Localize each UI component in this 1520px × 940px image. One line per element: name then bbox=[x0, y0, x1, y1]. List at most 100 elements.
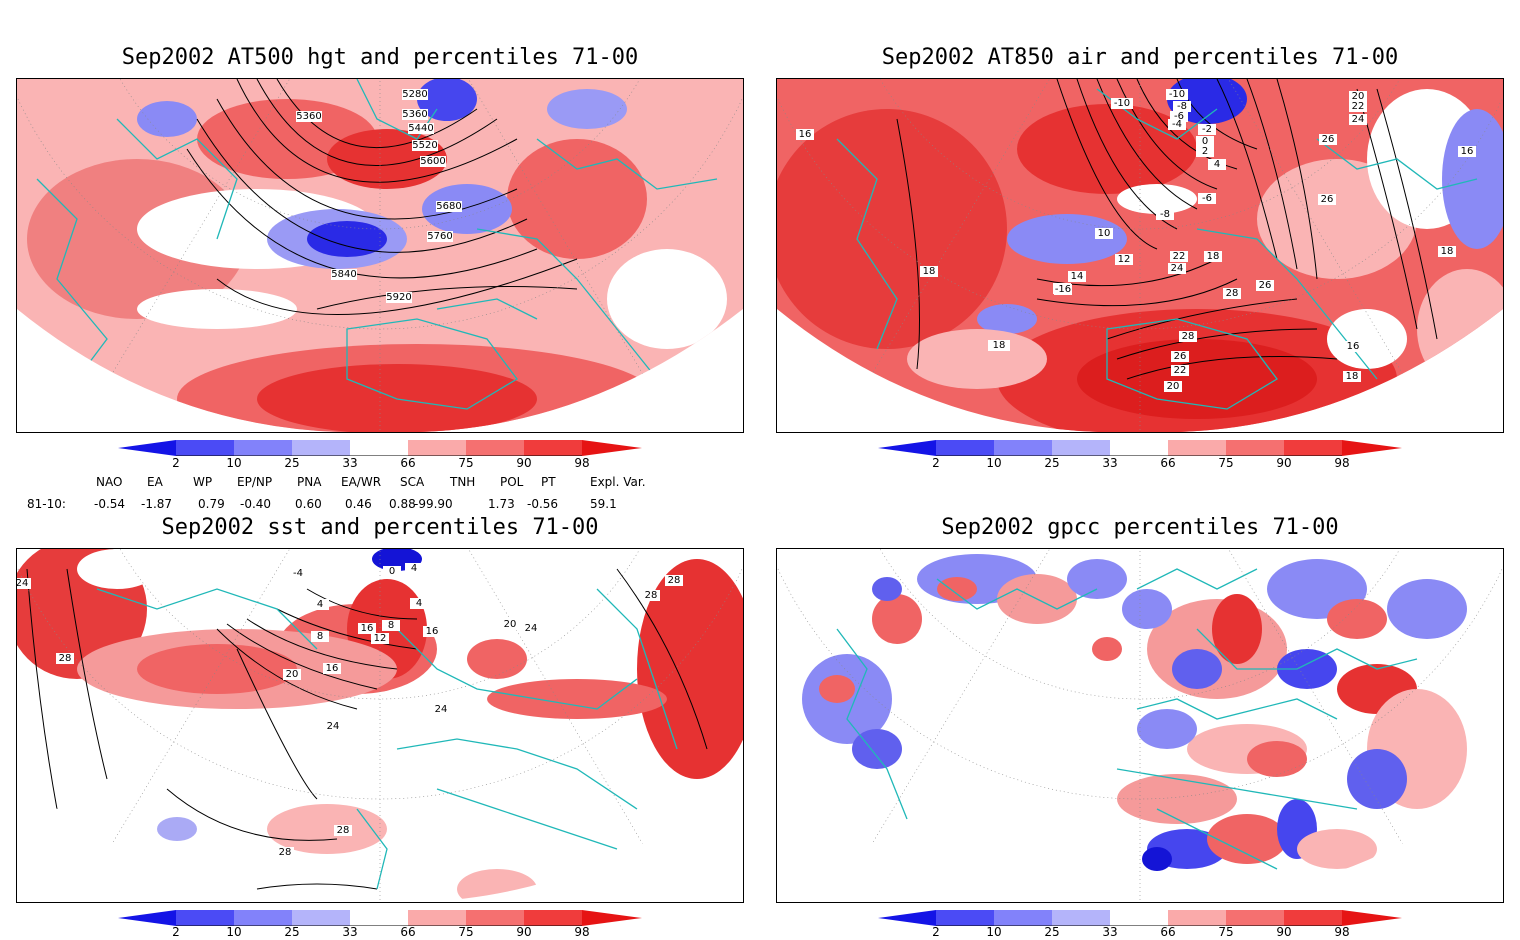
contour-label: -16 bbox=[1055, 284, 1071, 295]
colorbar-segment bbox=[292, 440, 350, 456]
colorbar-label: 10 bbox=[986, 456, 1002, 470]
index-value: 1.73 bbox=[488, 497, 515, 511]
contour-label: 5520 bbox=[412, 140, 437, 151]
colorbar-segment bbox=[582, 440, 642, 456]
contour-label: 10 bbox=[1098, 228, 1111, 239]
colorbar-label: 2 bbox=[172, 925, 180, 939]
contour-label: 5680 bbox=[436, 201, 461, 212]
contour-label: 2 bbox=[1202, 146, 1208, 157]
colorbar-segment bbox=[1226, 440, 1284, 456]
contour-label: 24 bbox=[435, 704, 448, 715]
contour-label: 28 bbox=[337, 825, 350, 836]
colorbar-label: 66 bbox=[400, 925, 416, 939]
colorbar-segment bbox=[1052, 440, 1110, 456]
contour-label: -4 bbox=[1172, 119, 1182, 130]
index-value: -0.56 bbox=[527, 497, 559, 511]
contour-label: 12 bbox=[1118, 254, 1131, 265]
index-value: 0.88 bbox=[389, 497, 416, 511]
colorbar-label: 66 bbox=[400, 456, 416, 470]
index-value: -0.40 bbox=[240, 497, 272, 511]
contour-label: 24 bbox=[1352, 114, 1365, 125]
colorbar-label: 90 bbox=[516, 456, 532, 470]
indices-header-row: NAO EA WP EP/NP PNA EA/WR SCA TNH POL PT… bbox=[0, 475, 760, 491]
index-header: EA/WR bbox=[341, 475, 382, 489]
map-frame-gpcc bbox=[776, 548, 1504, 903]
map-hgt: 5280 5360 5440 5520 5600 5360 5680 5760 … bbox=[17, 79, 743, 432]
colorbar-label: 66 bbox=[1160, 456, 1176, 470]
contour-label: 14 bbox=[1071, 271, 1084, 282]
colorbar-label: 75 bbox=[458, 925, 474, 939]
panel-title-gpcc: Sep2002 gpcc percentiles 71-00 bbox=[941, 515, 1339, 540]
contour-label: 0 bbox=[389, 566, 395, 577]
map-air: 16 18 16 -10 -10 -8 -6 -4 -2 0 2 4 20 22… bbox=[777, 79, 1503, 432]
map-frame-air: 16 18 16 -10 -10 -8 -6 -4 -2 0 2 4 20 22… bbox=[776, 78, 1504, 433]
colorbar-segment bbox=[1110, 910, 1168, 926]
index-header: EA bbox=[147, 475, 163, 489]
index-header: SCA bbox=[400, 475, 425, 489]
index-header: TNH bbox=[450, 475, 476, 489]
index-value: 0.79 bbox=[198, 497, 225, 511]
colorbar-segment bbox=[466, 440, 524, 456]
colorbar-label: 25 bbox=[1044, 925, 1060, 939]
colorbar-segment bbox=[1168, 910, 1226, 926]
contour-label: -2 bbox=[1202, 124, 1212, 135]
contour-label: 20 bbox=[1167, 381, 1180, 392]
colorbar-segment bbox=[524, 910, 582, 926]
colorbar-segment bbox=[878, 910, 936, 926]
contour-label: 16 bbox=[361, 623, 374, 634]
colorbar-air: 2 10 25 33 66 75 90 98 bbox=[876, 440, 1406, 474]
index-value: -99.90 bbox=[414, 497, 453, 511]
contour-label: 26 bbox=[1322, 134, 1335, 145]
colorbar-segment bbox=[582, 910, 642, 926]
colorbar-label: 98 bbox=[574, 456, 590, 470]
contour-label: 12 bbox=[374, 633, 387, 644]
colorbar-segment bbox=[524, 440, 582, 456]
contour-label: 16 bbox=[1461, 146, 1474, 157]
colorbar-segment bbox=[176, 440, 234, 456]
colorbar-label: 33 bbox=[342, 925, 358, 939]
colorbar-segment bbox=[408, 910, 466, 926]
colorbar-gpcc: 2 10 25 33 66 75 90 98 bbox=[876, 910, 1406, 940]
contour-label: 28 bbox=[645, 590, 658, 601]
colorbar-segment bbox=[408, 440, 466, 456]
panel-title-sst: Sep2002 sst and percentiles 71-00 bbox=[161, 515, 599, 540]
colorbar-segment bbox=[1110, 440, 1168, 456]
contour-label: -10 bbox=[1114, 98, 1130, 109]
contour-label: -4 bbox=[293, 568, 303, 579]
colorbar-segment bbox=[1168, 440, 1226, 456]
contour-label: 18 bbox=[993, 340, 1006, 351]
contour-label: 20 bbox=[1352, 91, 1365, 102]
colorbar-label: 98 bbox=[1334, 456, 1350, 470]
colorbar-segment bbox=[878, 440, 936, 456]
contour-label: 5280 bbox=[402, 89, 427, 100]
map-frame-hgt: 5280 5360 5440 5520 5600 5360 5680 5760 … bbox=[16, 78, 744, 433]
colorbar-segment bbox=[936, 440, 994, 456]
contour-label: 4 bbox=[411, 563, 417, 574]
index-value: 0.60 bbox=[295, 497, 322, 511]
contour-label: 5920 bbox=[386, 292, 411, 303]
contour-label: 24 bbox=[525, 623, 538, 634]
colorbar-segment bbox=[1342, 440, 1402, 456]
contour-label: 16 bbox=[426, 626, 439, 637]
colorbar-label: 33 bbox=[342, 456, 358, 470]
contour-label: 26 bbox=[1174, 351, 1187, 362]
contour-label: 28 bbox=[279, 847, 292, 858]
contour-label: 22 bbox=[1174, 365, 1187, 376]
colorbar-segment bbox=[1284, 440, 1342, 456]
contour-label: 18 bbox=[1346, 371, 1359, 382]
contour-label: 18 bbox=[923, 266, 936, 277]
colorbar-segment bbox=[292, 910, 350, 926]
contour-label: 8 bbox=[388, 620, 394, 631]
index-header: NAO bbox=[96, 475, 123, 489]
indices-value-row: 81-10: -0.54 -1.87 0.79 -0.40 0.60 0.46 … bbox=[0, 497, 760, 513]
colorbar-label: 10 bbox=[226, 456, 242, 470]
contour-label: 5840 bbox=[331, 269, 356, 280]
contour-label: 4 bbox=[317, 599, 323, 610]
map-gpcc bbox=[777, 549, 1503, 902]
contour-label: 24 bbox=[1171, 263, 1184, 274]
index-header: WP bbox=[193, 475, 213, 489]
index-header: Expl. Var. bbox=[590, 475, 646, 489]
colorbar-segment bbox=[350, 440, 408, 456]
colorbar-label: 75 bbox=[458, 456, 474, 470]
contour-label: -6 bbox=[1174, 111, 1184, 122]
